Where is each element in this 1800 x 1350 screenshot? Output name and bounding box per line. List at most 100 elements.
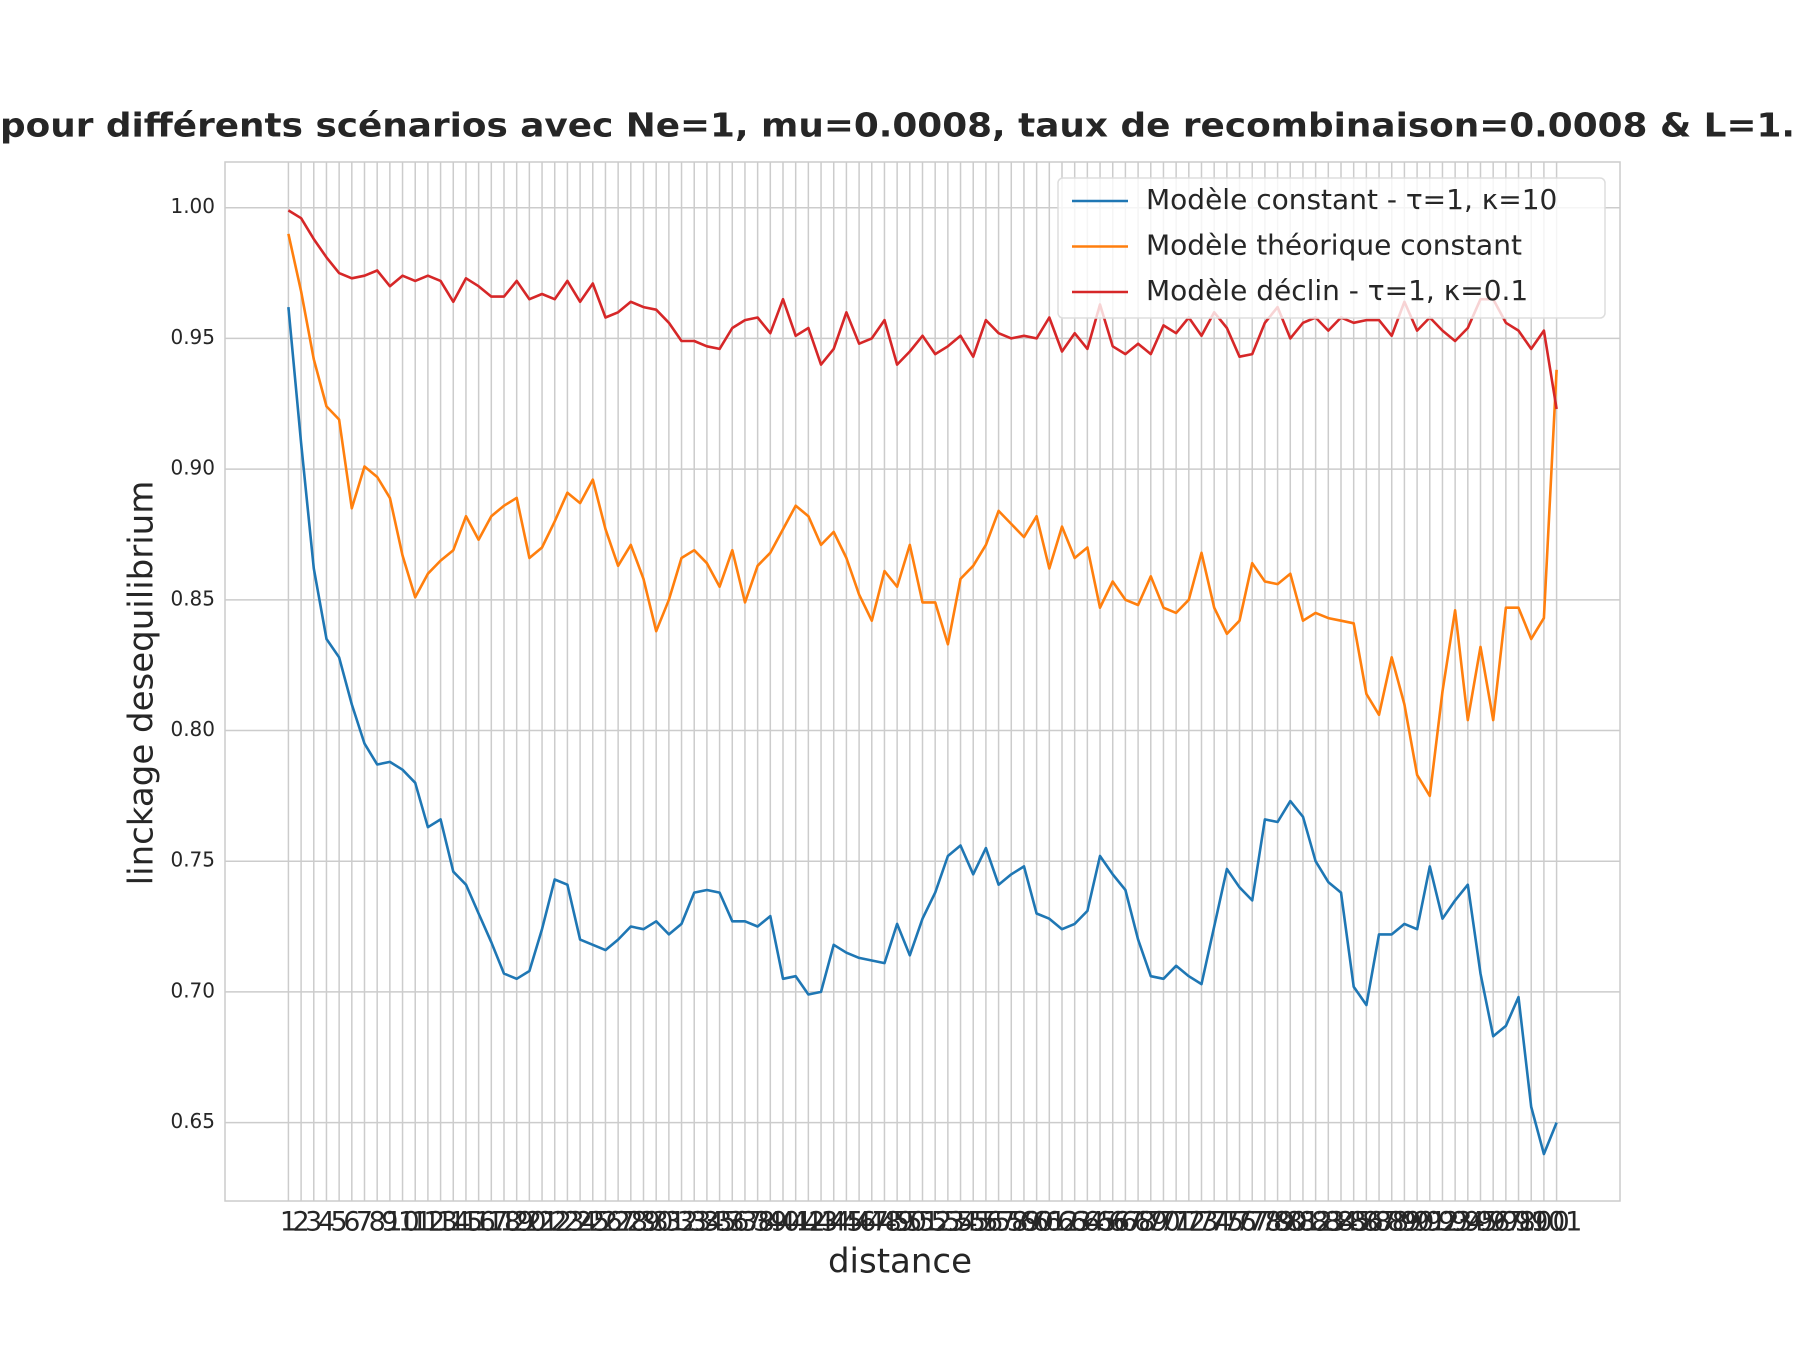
x-tick-label: 98	[1501, 1207, 1535, 1238]
x-tick-label: 40	[766, 1207, 800, 1238]
x-tick-label: 73	[1184, 1207, 1218, 1238]
line-series	[287, 209, 1558, 410]
y-tick-label: 1.00	[170, 194, 215, 218]
x-tick-label: 18	[487, 1207, 521, 1238]
legend-label: Modèle déclin - τ=1, κ=0.1	[1146, 274, 1528, 307]
x-tick-label: 87	[1362, 1207, 1396, 1238]
x-tick-label: 72	[1172, 1207, 1206, 1238]
x-tick-label: 75	[1210, 1207, 1244, 1238]
x-tick-label: 34	[690, 1207, 724, 1238]
x-axis-label: distance	[828, 1242, 972, 1282]
x-tick-label: 84	[1324, 1207, 1358, 1238]
x-tick-label: 85	[1337, 1207, 1371, 1238]
x-tick-label: 82	[1298, 1207, 1332, 1238]
x-tick-label: 70	[1146, 1207, 1180, 1238]
x-tick-label: 32	[664, 1207, 698, 1238]
x-tick-label: 97	[1489, 1207, 1523, 1238]
x-tick-label: 13	[423, 1207, 457, 1238]
legend-label: Modèle constant - τ=1, κ=10	[1146, 183, 1557, 216]
x-tick-label: 69	[1134, 1207, 1168, 1238]
x-tick-label: 51	[905, 1207, 939, 1238]
x-tick-label: 57	[981, 1207, 1015, 1238]
x-tick-label: 80	[1273, 1207, 1307, 1238]
legend: Modèle constant - τ=1, κ=10 Modèle théori…	[1057, 177, 1606, 319]
x-tick-label: 8	[369, 1207, 386, 1238]
x-tick-label: 25	[576, 1207, 610, 1238]
x-tick-label: 33	[677, 1207, 711, 1238]
x-tick-label: 39	[753, 1207, 787, 1238]
x-tick-label: 41	[779, 1207, 813, 1238]
y-tick-label: 0.95	[170, 325, 215, 349]
x-tick-label: 68	[1121, 1207, 1155, 1238]
x-tick-label: 62	[1045, 1207, 1079, 1238]
x-tick-label: 48	[867, 1207, 901, 1238]
x-tick-label: 3	[305, 1207, 322, 1238]
y-tick-label: 0.70	[170, 978, 215, 1002]
line-series	[287, 233, 1558, 798]
x-tick-label: 44	[817, 1207, 851, 1238]
x-tick-label: 19	[500, 1207, 534, 1238]
x-tick-label: 63	[1058, 1207, 1092, 1238]
x-tick-label: 6	[343, 1207, 360, 1238]
x-tick-label: 66	[1096, 1207, 1130, 1238]
x-tick-label: 101	[1531, 1207, 1583, 1238]
x-tick-label: 7	[356, 1207, 373, 1238]
x-tick-label: 74	[1197, 1207, 1231, 1238]
x-tick-label: 1	[280, 1207, 297, 1238]
x-tick-label: 20	[512, 1207, 546, 1238]
x-tick-label: 12	[411, 1207, 445, 1238]
x-tick-label: 27	[601, 1207, 635, 1238]
x-tick-label: 79	[1260, 1207, 1294, 1238]
x-tick-label: 92	[1425, 1207, 1459, 1238]
x-tick-label: 55	[956, 1207, 990, 1238]
x-tick-label: 28	[614, 1207, 648, 1238]
x-tick-label: 35	[702, 1207, 736, 1238]
x-tick-label: 94	[1451, 1207, 1485, 1238]
x-tick-label: 88	[1375, 1207, 1409, 1238]
x-tick-label: 49	[880, 1207, 914, 1238]
x-tick-label: 89	[1387, 1207, 1421, 1238]
legend-box	[1057, 177, 1606, 319]
x-tick-label: 100	[1518, 1207, 1570, 1238]
x-tick-label: 67	[1108, 1207, 1142, 1238]
x-tick-label: 46	[842, 1207, 876, 1238]
chart-title: pour différents scénarios avec Ne=1, mu=…	[0, 106, 1795, 145]
line-series	[287, 306, 1558, 1156]
x-tick-label: 43	[804, 1207, 838, 1238]
x-tick-label: 5	[331, 1207, 348, 1238]
x-tick-label: 4	[318, 1207, 335, 1238]
x-tick-label: 99	[1514, 1207, 1548, 1238]
x-tick-label: 53	[931, 1207, 965, 1238]
x-tick-label: 95	[1463, 1207, 1497, 1238]
x-tick-label: 14	[436, 1207, 470, 1238]
x-tick-label: 91	[1413, 1207, 1447, 1238]
x-tick-label: 78	[1248, 1207, 1282, 1238]
x-tick-label: 23	[550, 1207, 584, 1238]
x-tick-label: 52	[918, 1207, 952, 1238]
x-tick-label: 90	[1400, 1207, 1434, 1238]
x-tick-label: 93	[1438, 1207, 1472, 1238]
x-tick-label: 16	[461, 1207, 495, 1238]
x-tick-label: 36	[715, 1207, 749, 1238]
x-tick-label: 64	[1070, 1207, 1104, 1238]
x-tick-label: 26	[588, 1207, 622, 1238]
x-tick-label: 30	[639, 1207, 673, 1238]
legend-label: Modèle théorique constant	[1146, 229, 1522, 262]
x-tick-label: 56	[969, 1207, 1003, 1238]
x-tick-label: 71	[1159, 1207, 1193, 1238]
y-axis-label: linckage desequilibrium	[122, 481, 162, 886]
x-tick-label: 76	[1222, 1207, 1256, 1238]
x-tick-label: 54	[943, 1207, 977, 1238]
x-tick-label: 24	[563, 1207, 597, 1238]
x-tick-label: 50	[893, 1207, 927, 1238]
y-tick-label: 0.85	[170, 586, 215, 610]
x-tick-label: 47	[855, 1207, 889, 1238]
x-tick-label: 81	[1286, 1207, 1320, 1238]
x-tick-label: 29	[626, 1207, 660, 1238]
x-tick-label: 59	[1007, 1207, 1041, 1238]
x-tick-label: 96	[1476, 1207, 1510, 1238]
x-tick-label: 77	[1235, 1207, 1269, 1238]
x-tick-label: 37	[728, 1207, 762, 1238]
x-tick-label: 10	[385, 1207, 419, 1238]
